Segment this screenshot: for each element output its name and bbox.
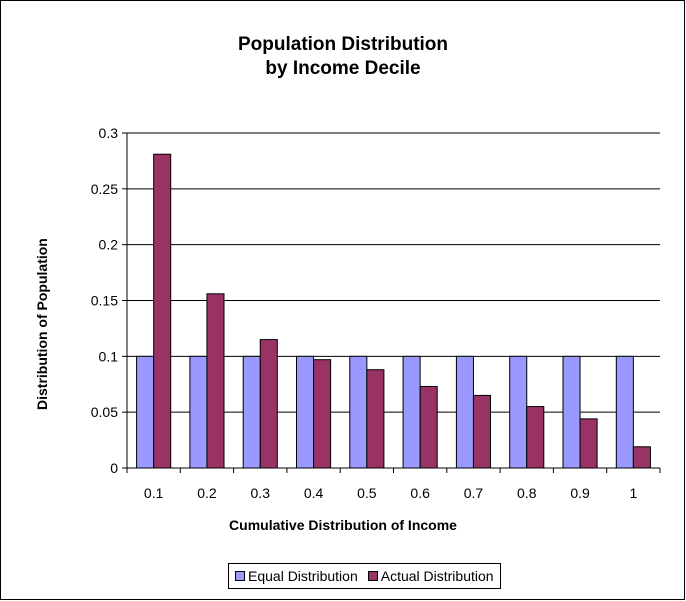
y-tick-label: 0.3: [99, 125, 119, 141]
y-tick-label: 0.2: [99, 237, 119, 253]
bar-actual: [472, 394, 492, 469]
chart-title: Population Distribution: [237, 34, 449, 55]
legend-swatch-actual: [367, 571, 378, 581]
x-tick-label: 0.3: [251, 485, 271, 501]
bar-actual: [153, 153, 172, 469]
bar-equal: [349, 355, 368, 469]
y-tick-label: 0.1: [99, 348, 119, 364]
bar-equal: [509, 355, 528, 469]
bar-actual: [259, 339, 278, 469]
x-tick-label: 0.5: [357, 485, 377, 501]
bar-actual: [366, 369, 385, 469]
chart-subtitle: by Income Decile: [265, 58, 421, 79]
y-tick-label: 0.05: [91, 404, 118, 420]
x-tick-label: 0.1: [144, 485, 164, 501]
legend-label-equal: Equal Distribution: [248, 568, 358, 584]
x-tick-label: 0.9: [570, 485, 590, 501]
bar-equal: [455, 355, 474, 469]
y-axis-label: Distribution of Population: [34, 238, 50, 410]
bar-actual: [206, 293, 225, 469]
legend-label-actual: Actual Distribution: [380, 568, 494, 584]
bar-actual: [313, 359, 332, 469]
x-tick-label: 1: [629, 485, 637, 501]
bar-equal: [562, 355, 581, 469]
x-tick-label: 0.2: [197, 485, 217, 501]
legend-swatch-equal: [235, 571, 245, 581]
x-tick-label: 0.6: [410, 485, 430, 501]
bar-equal: [136, 355, 155, 469]
bar-equal: [242, 355, 261, 469]
x-tick-label: 0.4: [304, 485, 324, 501]
bar-equal: [615, 355, 634, 469]
x-tick-label: 0.7: [464, 485, 484, 501]
bar-actual: [419, 385, 438, 469]
y-tick-label: 0: [110, 460, 118, 476]
y-tick-label: 0.25: [91, 181, 118, 197]
y-tick-label: 0.15: [91, 293, 118, 309]
bar-equal: [189, 355, 208, 469]
x-axis-label: Cumulative Distribution of Income: [229, 517, 457, 533]
legend-item-equal: Equal Distribution: [235, 568, 358, 584]
legend-item-actual: Actual Distribution: [367, 568, 494, 584]
bar-actual: [526, 406, 545, 469]
x-tick-label: 0.8: [517, 485, 537, 501]
bar-equal: [402, 355, 421, 469]
bar-actual: [579, 418, 598, 469]
bar-actual: [632, 446, 651, 469]
bar-equal: [295, 355, 315, 469]
legend: Equal Distribution Actual Distribution: [228, 563, 501, 589]
